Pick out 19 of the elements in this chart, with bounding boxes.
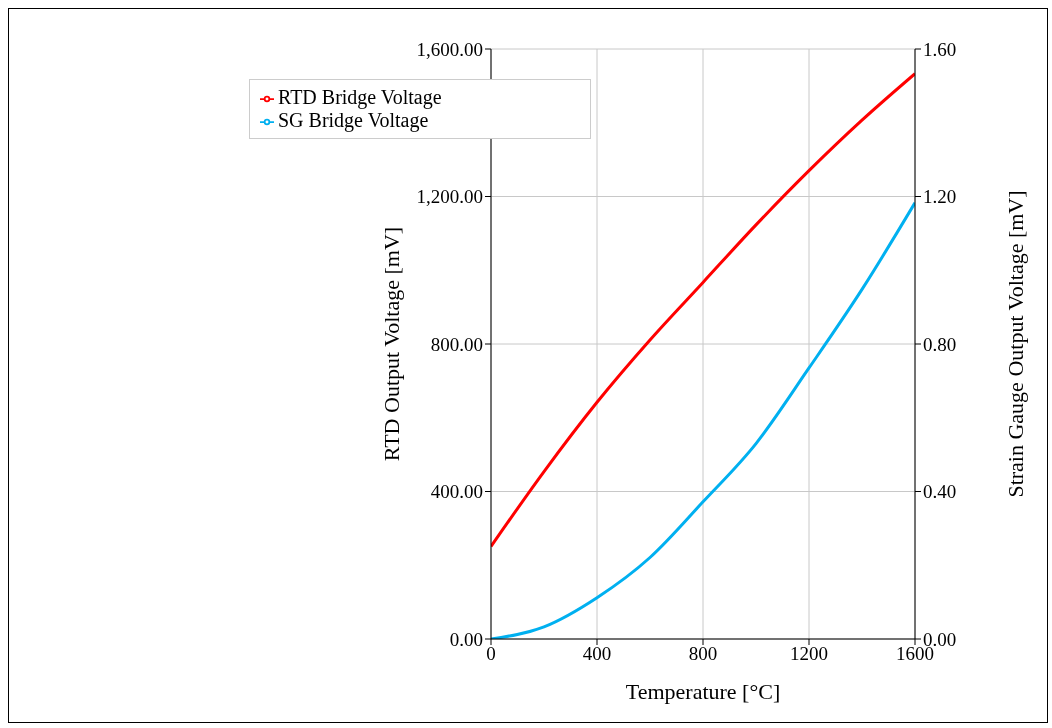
y-tick-label: 400.00 <box>430 481 483 503</box>
x-tick-label: 800 <box>688 643 718 665</box>
y-axis-title: RTD Output Voltage [mV] <box>378 226 404 462</box>
y-tick-label: 800.00 <box>430 333 483 355</box>
y2-axis-title: Strain Gauge Output Voltage [mV] <box>1002 190 1028 498</box>
y-tick-label: 1,600.00 <box>416 38 483 60</box>
y2-tick-label: 0.80 <box>923 333 957 355</box>
y2-tick-label: 1.20 <box>923 186 957 208</box>
legend-label: RTD Bridge Voltage <box>278 86 442 108</box>
line-series <box>491 72 915 548</box>
x-tick-label: 400 <box>582 643 612 665</box>
y2-tick-label: 1.60 <box>923 38 957 60</box>
x-tick-label: 0 <box>486 643 496 665</box>
y-tick-label: 1,200.00 <box>416 186 483 208</box>
y2-tick-label: 0.40 <box>923 481 957 503</box>
y-tick-label: 0.00 <box>449 628 483 650</box>
x-axis-title: Temperature [°C] <box>625 679 781 704</box>
x-tick-label: 1200 <box>790 643 828 665</box>
legend-label: SG Bridge Voltage <box>278 109 429 131</box>
